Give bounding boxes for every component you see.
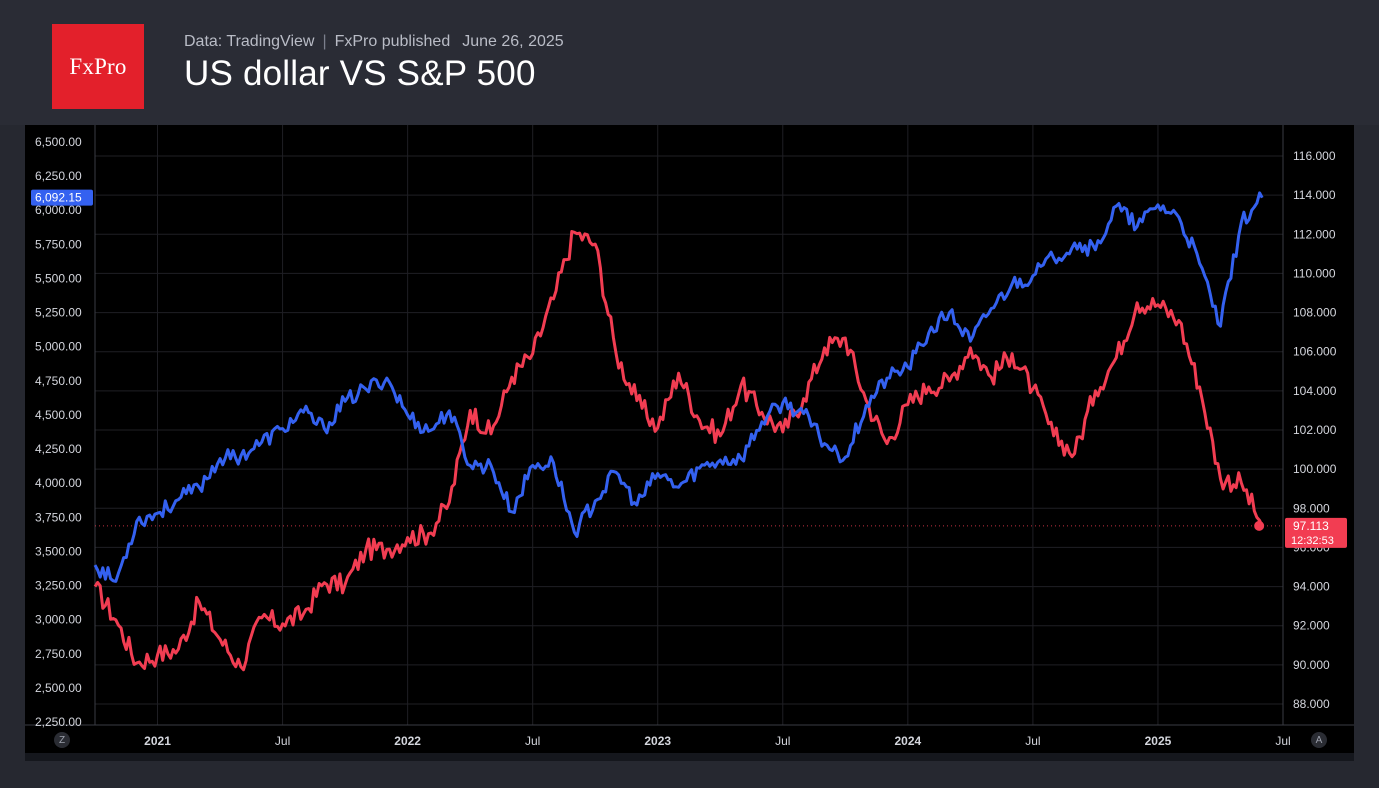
left-axis-tick-label: 2,500.00: [35, 681, 82, 695]
x-axis-tick-label: Jul: [775, 734, 790, 748]
left-axis-tick-label: 6,500.00: [35, 135, 82, 149]
x-axis-tick-label: 2024: [894, 734, 921, 748]
right-button-label: A: [1315, 734, 1323, 746]
left-axis-tick-label: 2,750.00: [35, 647, 82, 661]
x-axis-tick-label: Jul: [1275, 734, 1290, 748]
right-axis-tick-label: 106.000: [1293, 345, 1337, 359]
x-axis-tick-label: 2023: [644, 734, 671, 748]
left-axis-tick-label: 3,750.00: [35, 510, 82, 524]
source-line: Data: TradingView | FxPro published June…: [184, 33, 564, 51]
left-axis-tick-label: 4,750.00: [35, 374, 82, 388]
bottom-strip: [25, 753, 1354, 761]
sp500-line: [93, 191, 1264, 583]
right-axis-tick-label: 92.000: [1293, 619, 1330, 633]
left-axis-tick-label: 5,250.00: [35, 306, 82, 320]
x-axis-tick-label: Jul: [1025, 734, 1040, 748]
left-axis-tick-label: 5,000.00: [35, 340, 82, 354]
right-axis-tick-label: 110.000: [1293, 266, 1336, 280]
dxy-line: [93, 230, 1264, 672]
x-axis-tick-label: 2022: [394, 734, 421, 748]
left-axis-tick-label: 4,500.00: [35, 408, 82, 422]
x-axis-tick-label: 2021: [144, 734, 171, 748]
sp500-price-tag-text: 6,092.15: [35, 191, 82, 205]
left-axis-tick-label: 4,250.00: [35, 442, 82, 456]
right-axis-tick-label: 104.000: [1293, 384, 1337, 398]
left-axis-tick-label: 6,250.00: [35, 169, 82, 183]
logo-text: FxPro: [69, 53, 127, 79]
right-axis-tick-label: 114.000: [1293, 188, 1336, 202]
chart-panel: 6,500.00 6,250.00 6,000.00 5,750.00 5,500.00…: [25, 125, 1354, 753]
left-axis-tick-label: 4,000.00: [35, 476, 82, 490]
right-axis-tick-label: 112.000: [1293, 227, 1336, 241]
x-axis-tick-label: Jul: [525, 734, 540, 748]
chart-svg: 6,500.00 6,250.00 6,000.00 5,750.00 5,500.00…: [25, 125, 1354, 753]
right-axis-tick-label: 108.000: [1293, 306, 1337, 320]
left-axis-tick-label: 3,000.00: [35, 613, 82, 627]
right-axis-tick-label: 100.000: [1293, 462, 1337, 476]
sp500-price-tag: [31, 189, 93, 206]
right-axis-tick-label: 94.000: [1293, 580, 1330, 594]
right-axis-tick-label: 98.000: [1293, 501, 1330, 515]
publisher-text: FxPro published: [334, 33, 451, 50]
publish-date: June 26, 2025: [462, 33, 564, 50]
header-bar: FxPro Data: TradingView | FxPro publishe…: [0, 0, 1379, 125]
left-axis-tick-label: 5,500.00: [35, 271, 82, 285]
left-button-label: Z: [58, 734, 66, 746]
left-axis-tick-label: 3,250.00: [35, 579, 82, 593]
dxy-price-tag: [1285, 517, 1347, 548]
page-title: US dollar VS S&P 500: [184, 54, 536, 93]
left-axis-tick-label: 2,250.00: [35, 715, 82, 729]
dxy-countdown-text: 12:32:53: [1291, 535, 1334, 547]
separator: |: [322, 33, 327, 50]
dxy-last-marker: [1254, 520, 1265, 531]
source-text: Data: TradingView: [184, 33, 315, 50]
right-axis-tick-label: 90.000: [1293, 658, 1330, 672]
right-axis-tick-label: 102.000: [1293, 423, 1337, 437]
dxy-price-tag-text: 97.113: [1293, 519, 1329, 533]
left-axis-tick-label: 5,750.00: [35, 237, 82, 251]
auto-scale-right-button[interactable]: A: [1311, 732, 1327, 748]
x-axis-tick-label: Jul: [275, 734, 290, 748]
right-axis-tick-label: 88.000: [1293, 697, 1330, 711]
fxpro-logo: FxPro: [52, 24, 144, 109]
x-axis-tick-label: 2025: [1145, 734, 1172, 748]
chart-background: [25, 125, 1354, 753]
auto-scale-left-button[interactable]: Z: [54, 732, 70, 748]
right-axis-tick-label: 116.000: [1293, 149, 1336, 163]
left-axis-tick-label: 6,000.00: [35, 203, 82, 217]
left-axis-tick-label: 3,500.00: [35, 544, 82, 558]
